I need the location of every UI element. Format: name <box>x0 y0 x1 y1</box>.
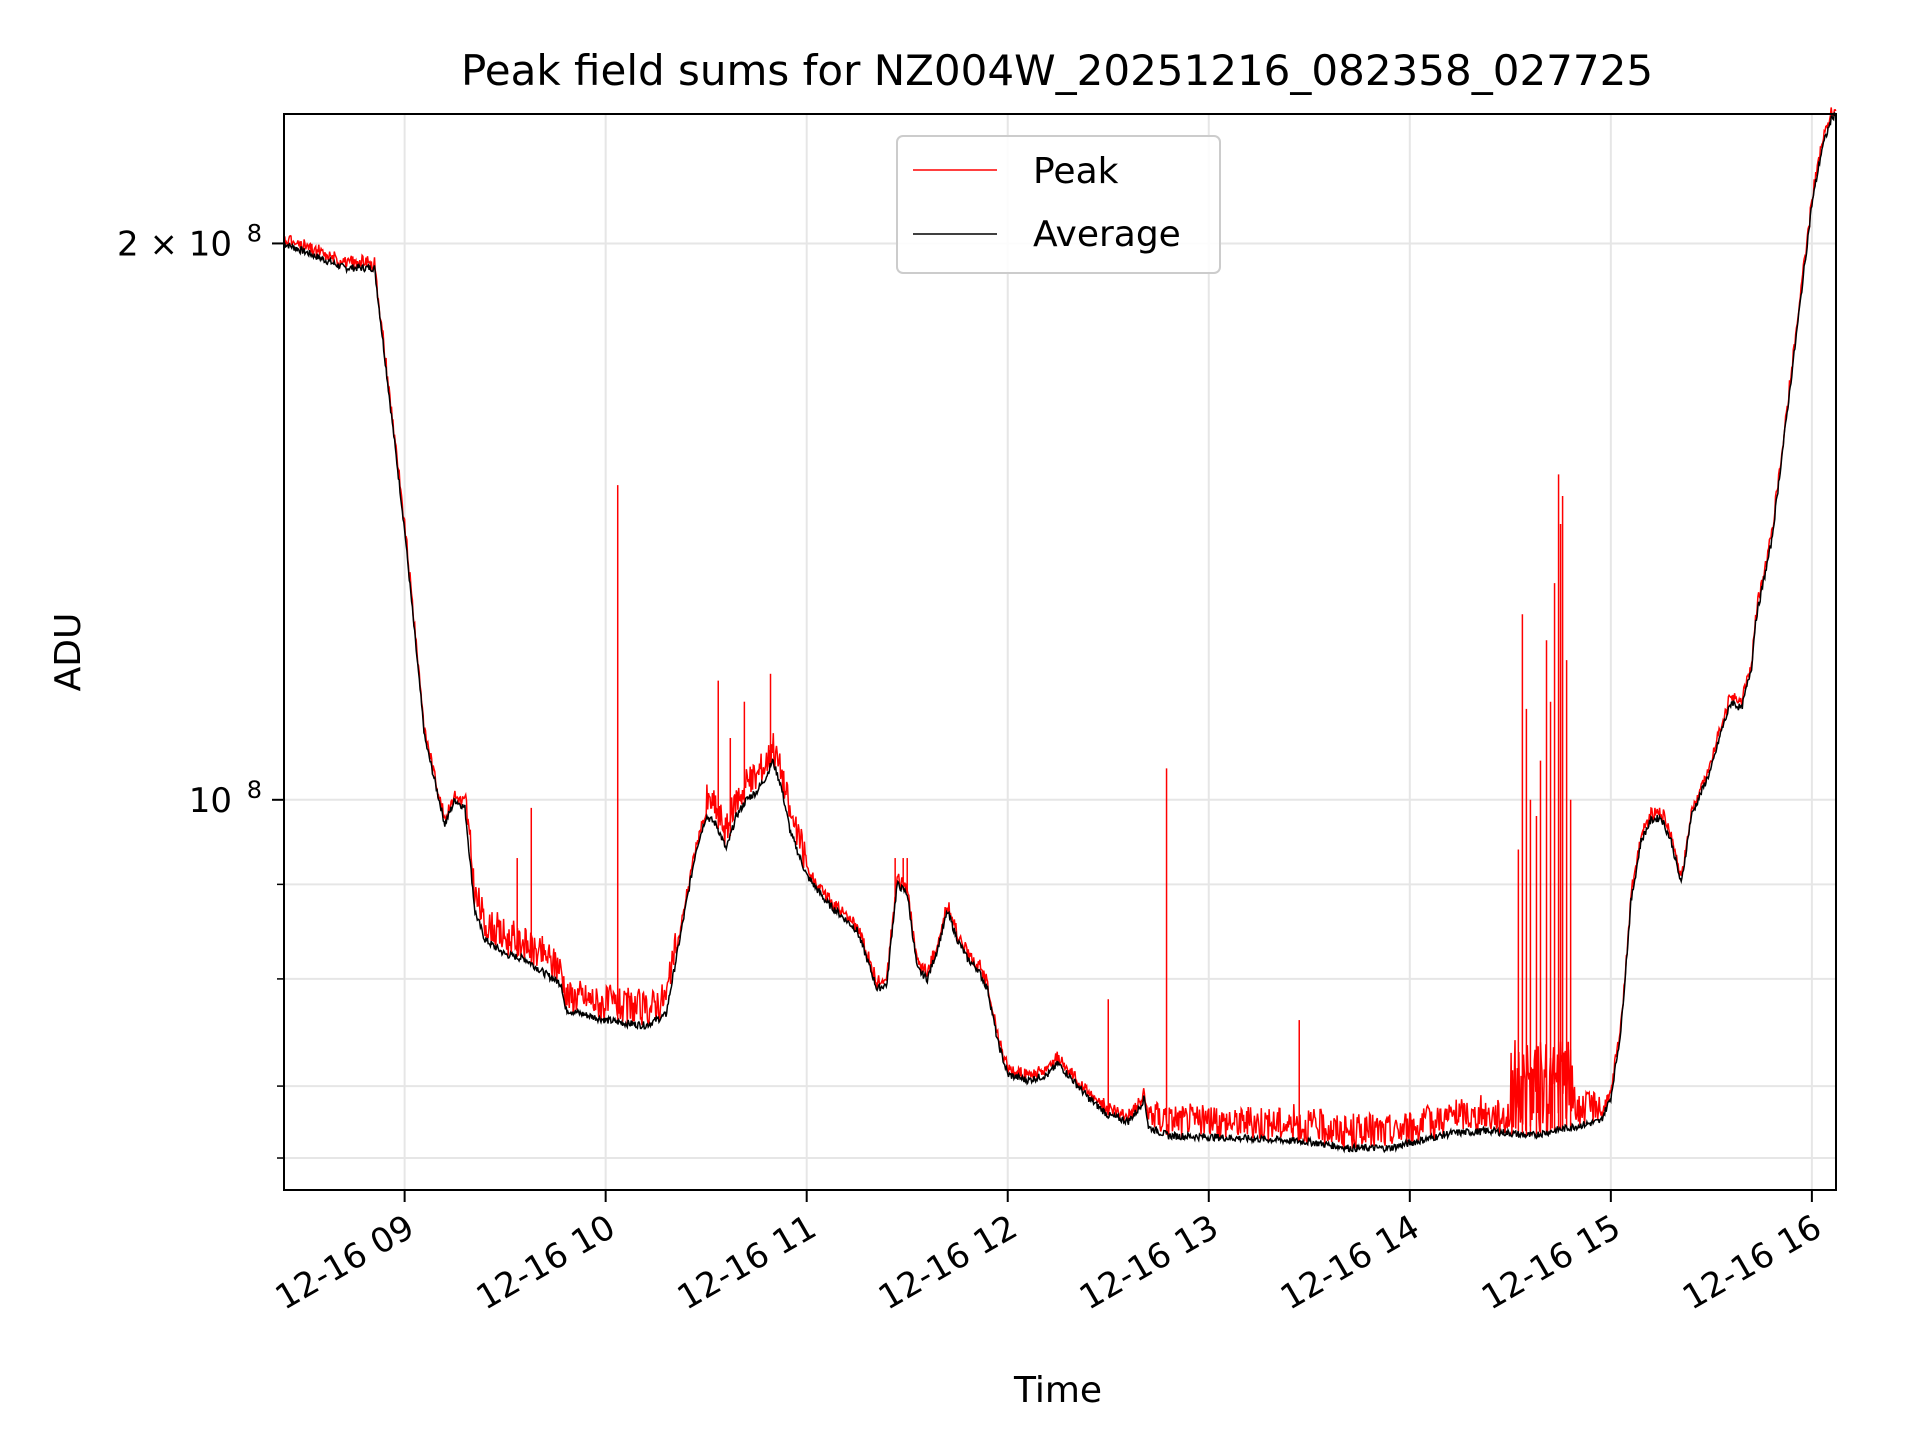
series-layer <box>283 107 1837 1154</box>
y-tick-label: 2 × 10 <box>117 224 232 264</box>
average-series-line <box>283 112 1837 1154</box>
chart-title: Peak field sums for NZ004W_20251216_0823… <box>461 46 1653 95</box>
y-tick-label: 10 <box>189 781 232 821</box>
legend-peak-label: Peak <box>1033 151 1119 192</box>
y-tick-exponent: 8 <box>247 776 262 804</box>
x-axis-label: Time <box>1013 1370 1102 1411</box>
plot-frame <box>283 113 1837 1191</box>
y-axis-label: ADU <box>48 613 89 692</box>
legend: Peak Average <box>896 135 1221 274</box>
legend-average-label: Average <box>1033 214 1181 255</box>
y-tick-exponent: 8 <box>247 219 262 247</box>
